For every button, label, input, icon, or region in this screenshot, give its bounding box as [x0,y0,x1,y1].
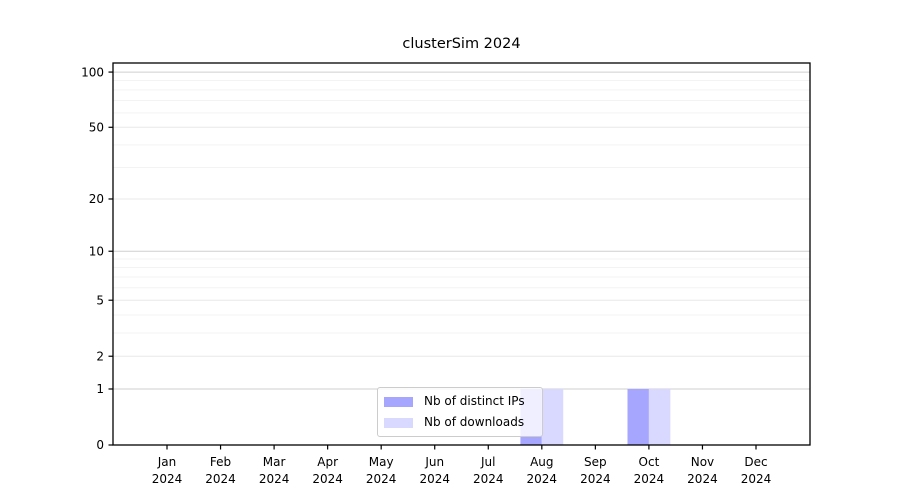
y-tick-label: 1 [96,382,104,396]
y-tick-label: 100 [81,65,104,79]
x-tick-label-month: Jan [157,455,177,469]
bar-downloads [648,388,671,445]
x-tick-label-month: Sep [584,455,607,469]
y-tick-label: 50 [89,120,104,134]
x-tick-label-month: Dec [744,455,767,469]
x-tick-label-year: 2024 [687,472,718,486]
bar-downloads [541,388,564,445]
x-tick-label-month: Mar [263,455,286,469]
chart-title: clusterSim 2024 [402,36,521,52]
legend-swatch-downloads [384,417,413,428]
x-tick-label-year: 2024 [634,472,665,486]
legend-swatch-distinct-ips [384,396,413,407]
x-tick-label-year: 2024 [205,472,236,486]
axes-frame [112,62,811,446]
x-tick-label-year: 2024 [259,472,290,486]
x-tick-label-year: 2024 [580,472,611,486]
x-tick-label-year: 2024 [473,472,504,486]
x-tick-label-year: 2024 [152,472,183,486]
y-tick-label: 20 [89,192,104,206]
x-tick-label-year: 2024 [312,472,343,486]
x-tick-label-month: Apr [317,455,338,469]
x-tick-label-year: 2024 [366,472,397,486]
x-tick-label-month: May [369,455,394,469]
x-tick-label-month: Oct [639,455,660,469]
x-tick-label-month: Aug [530,455,553,469]
legend-label-downloads: Nb of downloads [424,415,525,429]
legend-label-distinct-ips: Nb of distinct IPs [424,394,525,408]
x-tick-label-month: Feb [210,455,231,469]
legend: Nb of distinct IPs Nb of downloads [377,387,543,437]
x-tick-label-year: 2024 [741,472,772,486]
y-tick-label: 2 [96,349,104,363]
x-tick-label-year: 2024 [527,472,558,486]
y-tick-label: 10 [89,244,104,258]
x-tick-label-month: Jun [424,455,444,469]
y-tick-label: 5 [96,293,104,307]
x-tick-label-month: Jul [480,455,495,469]
legend-row-downloads: Nb of downloads [384,413,534,432]
bar-distinct-ips [627,388,649,445]
x-tick-label-month: Nov [691,455,714,469]
x-tick-label-year: 2024 [419,472,450,486]
legend-row-distinct-ips: Nb of distinct IPs [384,392,534,411]
y-tick-label: 0 [96,438,104,452]
